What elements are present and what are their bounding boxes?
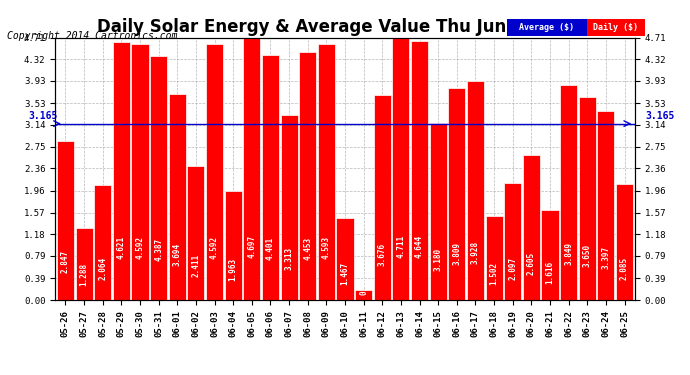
Bar	[299, 52, 316, 300]
Bar	[486, 216, 503, 300]
Bar	[244, 38, 260, 300]
Text: 0.183: 0.183	[359, 272, 368, 295]
Bar	[150, 56, 167, 300]
Bar	[598, 111, 615, 300]
Title: Daily Solar Energy & Average Value Thu Jun 26 05:32: Daily Solar Energy & Average Value Thu J…	[97, 18, 593, 36]
Bar	[318, 44, 335, 300]
Bar	[281, 116, 297, 300]
Text: 4.387: 4.387	[154, 237, 163, 261]
Text: 4.644: 4.644	[415, 235, 424, 258]
Text: 2.605: 2.605	[527, 252, 536, 275]
Text: 4.592: 4.592	[135, 236, 144, 259]
Text: 4.697: 4.697	[247, 235, 256, 258]
Bar	[523, 155, 540, 300]
Bar	[616, 184, 633, 300]
Bar	[206, 44, 223, 300]
Text: 4.711: 4.711	[397, 235, 406, 258]
Bar	[262, 55, 279, 300]
Bar	[57, 141, 74, 300]
Text: 3.694: 3.694	[172, 243, 181, 266]
Text: 1.963: 1.963	[228, 258, 237, 281]
Text: 2.064: 2.064	[98, 257, 107, 280]
Text: Daily ($): Daily ($)	[593, 22, 638, 32]
Text: 4.592: 4.592	[210, 236, 219, 259]
Text: 3.165: 3.165	[645, 111, 674, 122]
Bar	[504, 183, 522, 300]
Text: Average ($): Average ($)	[520, 22, 574, 32]
Bar	[355, 290, 372, 300]
Bar	[560, 86, 578, 300]
Bar	[168, 94, 186, 300]
Bar	[94, 185, 111, 300]
Text: 2.847: 2.847	[61, 250, 70, 273]
Text: 1.288: 1.288	[79, 263, 88, 286]
Text: 4.593: 4.593	[322, 236, 331, 259]
Bar	[393, 38, 409, 300]
Bar	[337, 218, 353, 300]
Text: 2.085: 2.085	[620, 256, 629, 280]
Bar	[131, 44, 148, 300]
Bar	[542, 210, 559, 300]
Bar	[112, 42, 130, 300]
Bar	[579, 97, 596, 300]
Text: Copyright 2014 Cartronics.com: Copyright 2014 Cartronics.com	[7, 32, 177, 41]
Text: 3.313: 3.313	[284, 246, 293, 270]
Bar	[411, 41, 428, 300]
Text: 4.621: 4.621	[117, 236, 126, 259]
Text: 2.411: 2.411	[191, 254, 200, 277]
Text: 4.401: 4.401	[266, 237, 275, 260]
Text: 3.180: 3.180	[434, 248, 443, 271]
Text: 3.676: 3.676	[377, 243, 387, 267]
Text: 3.809: 3.809	[453, 242, 462, 266]
Bar	[75, 228, 92, 300]
Text: 1.616: 1.616	[546, 261, 555, 284]
Text: 1.467: 1.467	[340, 262, 350, 285]
Bar	[187, 166, 204, 300]
Text: 3.650: 3.650	[583, 244, 592, 267]
Text: 3.397: 3.397	[602, 246, 611, 269]
Bar	[430, 123, 446, 300]
Text: 1.502: 1.502	[490, 261, 499, 285]
Text: 3.849: 3.849	[564, 242, 573, 265]
Text: 4.453: 4.453	[303, 237, 313, 260]
Text: 3.165: 3.165	[28, 111, 58, 122]
Bar	[448, 88, 465, 300]
Text: 2.097: 2.097	[509, 256, 518, 280]
Bar	[225, 190, 241, 300]
Bar	[467, 81, 484, 300]
Bar	[374, 95, 391, 300]
Text: 3.928: 3.928	[471, 241, 480, 264]
